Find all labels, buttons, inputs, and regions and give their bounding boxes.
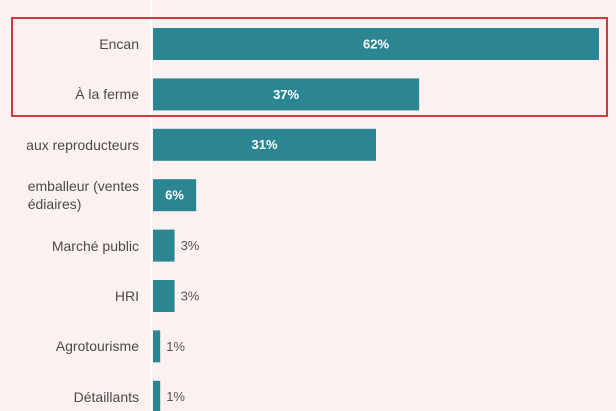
category-label: Encan	[99, 36, 139, 52]
bar	[153, 128, 376, 161]
highlight-box	[11, 17, 608, 117]
value-label: 1%	[166, 389, 185, 404]
value-label: 6%	[165, 188, 184, 203]
value-label: 1%	[166, 339, 185, 354]
bar	[153, 28, 599, 60]
category-label: emballeur (ventes édiaires)	[27, 178, 139, 213]
category-label: Agrotourisme	[55, 338, 139, 355]
value-label: 62%	[363, 36, 389, 51]
bar	[153, 229, 175, 262]
category-label: HRI	[114, 288, 139, 304]
value-label: 37%	[273, 87, 299, 102]
category-label: Marché public	[51, 237, 139, 254]
value-label: 3%	[181, 288, 200, 303]
category-label: aux reproducteurs	[26, 136, 139, 153]
bar	[153, 330, 161, 363]
bar	[153, 78, 420, 111]
bar	[153, 179, 197, 212]
value-label: 3%	[181, 238, 200, 253]
bar	[153, 380, 161, 411]
category-label: Détaillants	[73, 388, 139, 405]
category-label: À la ferme	[75, 86, 139, 103]
bar	[153, 280, 175, 312]
value-label: 31%	[251, 137, 277, 152]
